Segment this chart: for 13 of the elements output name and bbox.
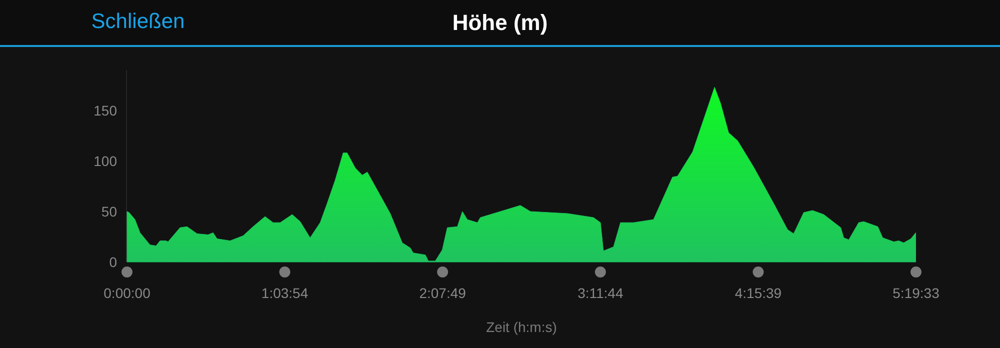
x-tick-label: 3:11:44 — [578, 285, 624, 301]
chart-title: Höhe (m) — [452, 10, 548, 35]
y-tick-label: 150 — [94, 102, 118, 118]
x-tick-label: 1:03:54 — [261, 285, 308, 301]
x-tick-label: 0:00:00 — [104, 285, 151, 301]
text: Schließen — [91, 10, 185, 33]
x-tick-label: 5:19:33 — [892, 285, 940, 301]
y-tick-label: 0 — [109, 254, 118, 270]
y-tick-label: 50 — [101, 203, 118, 220]
x-axis-title: Zeit (h:m:s) — [486, 319, 557, 335]
y-tick-label: 100 — [94, 152, 118, 169]
x-tick-label: 2:07:49 — [419, 285, 466, 301]
x-tick-label: 4:15:39 — [734, 285, 782, 301]
